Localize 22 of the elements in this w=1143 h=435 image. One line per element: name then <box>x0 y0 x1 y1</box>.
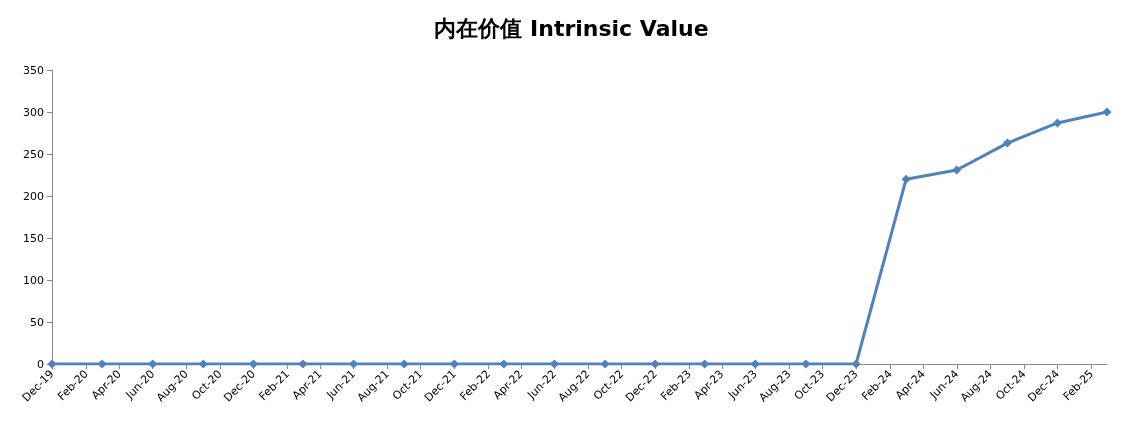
point <box>801 359 811 369</box>
point <box>97 359 107 369</box>
y-tick-label: 200 <box>23 189 44 203</box>
y-tick-label: 50 <box>30 315 44 329</box>
point <box>901 174 911 184</box>
point <box>650 359 660 369</box>
y-tick-label: 350 <box>23 63 44 77</box>
y-tick-label: 250 <box>23 147 44 161</box>
point <box>952 165 962 175</box>
point <box>399 359 409 369</box>
y-tick-label: 100 <box>23 273 44 287</box>
point <box>600 359 610 369</box>
point <box>1102 107 1112 117</box>
y-tick-label: 150 <box>23 231 44 245</box>
point <box>499 359 509 369</box>
point <box>298 359 308 369</box>
chart-title: 内在价值 Intrinsic Value <box>434 15 709 41</box>
point <box>1052 118 1062 128</box>
point <box>851 359 861 369</box>
y-tick-label: 300 <box>23 105 44 119</box>
y-tick-label: 0 <box>37 357 44 371</box>
point <box>1002 138 1012 148</box>
